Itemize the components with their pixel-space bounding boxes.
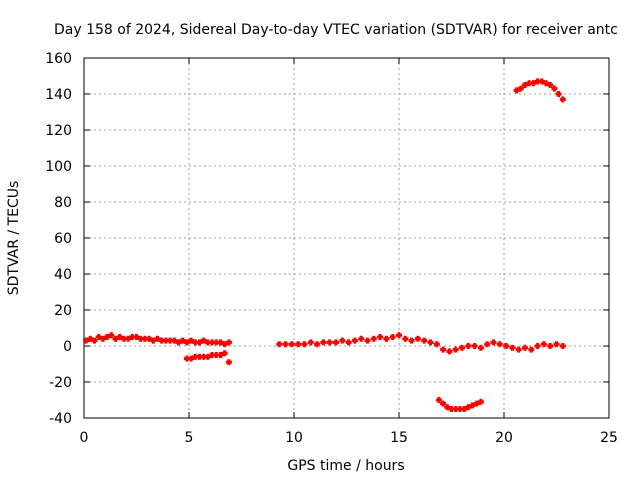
data-point: [516, 347, 522, 353]
data-point: [402, 336, 408, 342]
x-tick-label: 10: [285, 430, 303, 446]
data-point: [365, 338, 371, 344]
y-tick-label: 60: [54, 231, 72, 247]
data-point: [535, 343, 541, 349]
x-tick-label: 20: [495, 430, 513, 446]
y-tick-label: -40: [49, 411, 72, 427]
data-point: [522, 345, 528, 351]
x-axis-label: GPS time / hours: [287, 458, 404, 474]
x-tick-label: 0: [80, 430, 89, 446]
data-point: [377, 334, 383, 340]
chart: Day 158 of 2024, Sidereal Day-to-day VTE…: [0, 0, 640, 480]
data-point: [383, 336, 389, 342]
data-point: [276, 341, 282, 347]
data-point: [390, 334, 396, 340]
data-point: [327, 339, 333, 345]
y-axis-label: SDTVAR / TECUs: [6, 181, 22, 296]
data-point: [346, 339, 352, 345]
data-point: [339, 338, 345, 344]
y-tick-label: 40: [54, 267, 72, 283]
data-point: [491, 339, 497, 345]
y-tick-label: 100: [45, 159, 72, 175]
data-point: [396, 332, 402, 338]
y-tick-label: 140: [45, 87, 72, 103]
x-tick-label: 5: [185, 430, 194, 446]
data-point: [415, 336, 421, 342]
data-point: [320, 339, 326, 345]
data-point: [440, 347, 446, 353]
data-point: [556, 91, 562, 97]
data-point: [453, 347, 459, 353]
data-point: [528, 347, 534, 353]
chart-title: Day 158 of 2024, Sidereal Day-to-day VTE…: [54, 22, 618, 38]
data-point: [560, 96, 566, 102]
y-tick-label: 20: [54, 303, 72, 319]
data-point: [428, 339, 434, 345]
data-point: [409, 338, 415, 344]
data-point: [497, 341, 503, 347]
data-point: [283, 341, 289, 347]
data-points: [83, 78, 566, 412]
data-point: [226, 359, 232, 365]
y-tick-label: 0: [63, 339, 72, 355]
data-point: [547, 343, 553, 349]
data-point: [446, 348, 452, 354]
data-point: [465, 343, 471, 349]
data-point: [560, 343, 566, 349]
data-point: [302, 341, 308, 347]
data-point: [333, 339, 339, 345]
data-point: [472, 343, 478, 349]
x-tick-label: 25: [600, 430, 618, 446]
data-point: [358, 336, 364, 342]
data-point: [421, 338, 427, 344]
y-tick-label: -20: [49, 375, 72, 391]
data-point: [352, 338, 358, 344]
x-tick-label: 15: [390, 430, 408, 446]
data-point: [308, 339, 314, 345]
axis-ticks: 0 5 10 15 20 25 -40 -20 0 20 40 60 80 100 120 140 160: [45, 51, 618, 446]
gridlines: [84, 58, 609, 418]
y-tick-label: 80: [54, 195, 72, 211]
y-tick-label: 120: [45, 123, 72, 139]
data-point: [371, 336, 377, 342]
data-point: [478, 345, 484, 351]
y-tick-label: 160: [45, 51, 72, 67]
